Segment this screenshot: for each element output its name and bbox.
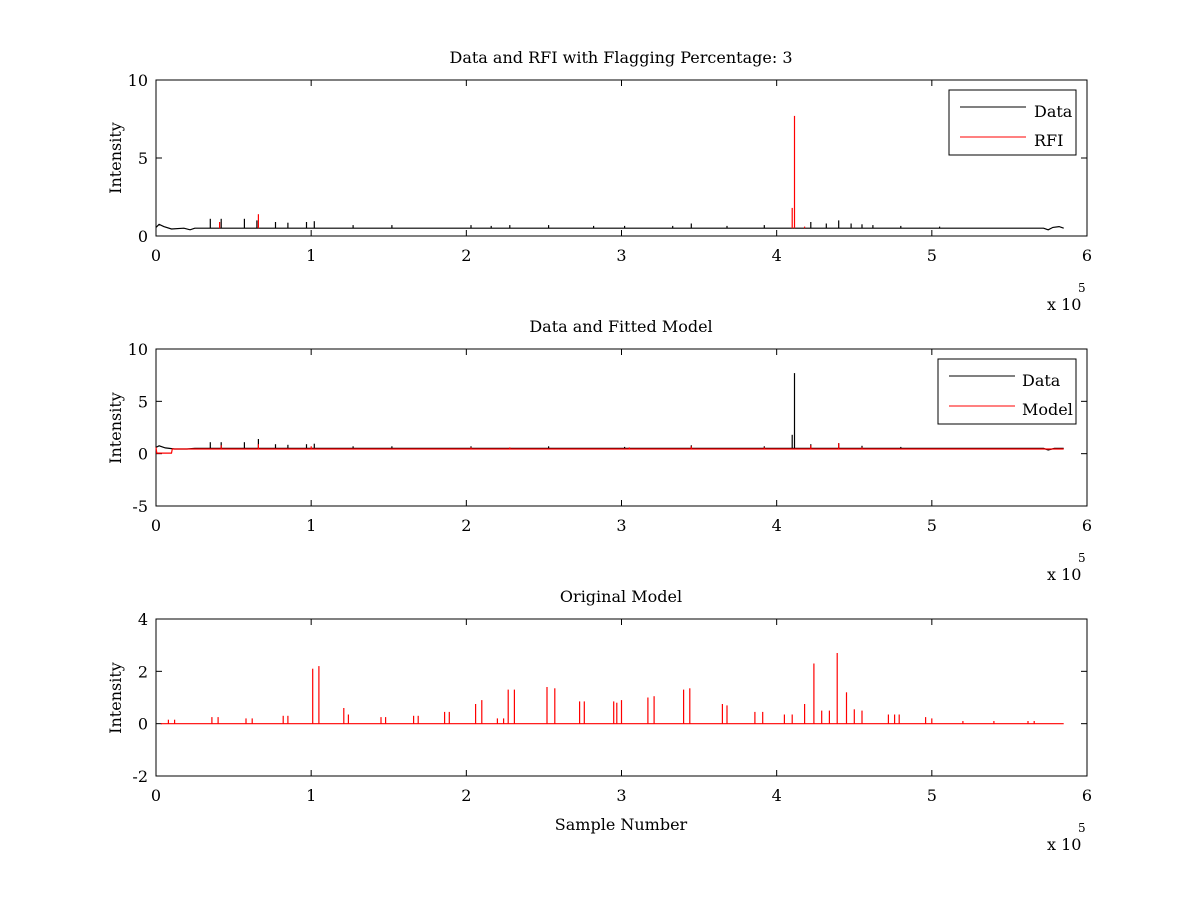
y-tick-label: -2 bbox=[132, 767, 148, 786]
x-tick-label: 1 bbox=[306, 786, 316, 805]
legend-box bbox=[948, 89, 1077, 156]
x-tick-label: 6 bbox=[1082, 246, 1092, 265]
x-tick-label: 2 bbox=[461, 246, 471, 265]
x-tick-label: 3 bbox=[616, 246, 626, 265]
x-tick-label: 5 bbox=[927, 246, 937, 265]
x-tick-label: 0 bbox=[151, 786, 161, 805]
x-multiplier: x 10 bbox=[1047, 565, 1081, 584]
x-tick-label: 2 bbox=[461, 786, 471, 805]
y-axis-label: Intensity bbox=[106, 122, 125, 194]
x-tick-label: 6 bbox=[1082, 516, 1092, 535]
x-tick-label: 4 bbox=[772, 786, 782, 805]
axes-box bbox=[155, 618, 1088, 777]
legend-label-rfi: RFI bbox=[1034, 131, 1063, 150]
series-data-line bbox=[155, 223, 1064, 231]
y-tick-label: -5 bbox=[132, 497, 148, 516]
x-multiplier: x 10 bbox=[1047, 295, 1081, 314]
x-tick-label: 4 bbox=[772, 516, 782, 535]
x-tick-label: 6 bbox=[1082, 786, 1092, 805]
y-tick-label: 2 bbox=[138, 662, 148, 681]
panel-title: Original Model bbox=[560, 587, 682, 606]
x-tick-label: 0 bbox=[151, 516, 161, 535]
y-axis-label: Intensity bbox=[106, 662, 125, 734]
series-model-line bbox=[155, 447, 1064, 454]
y-tick-label: 0 bbox=[138, 715, 148, 734]
legend-box bbox=[937, 358, 1077, 425]
legend-label-data: Data bbox=[1022, 371, 1061, 390]
legend-label-model: Model bbox=[1022, 400, 1073, 419]
y-tick-label: 5 bbox=[138, 392, 148, 411]
y-axis-label: Intensity bbox=[106, 392, 125, 464]
legend: Data RFI bbox=[948, 89, 1077, 156]
legend-label-data: Data bbox=[1034, 102, 1073, 121]
axes-box bbox=[155, 79, 1088, 237]
plot-area: 0 1 2 3 4 5 6 0 5 10 bbox=[128, 71, 1092, 265]
y-tick-label: 4 bbox=[138, 610, 148, 629]
y-tick-label: 10 bbox=[128, 340, 148, 359]
x-tick-label: 1 bbox=[306, 246, 316, 265]
x-tick-label: 5 bbox=[927, 516, 937, 535]
x-tick-label: 0 bbox=[151, 246, 161, 265]
x-tick-label: 2 bbox=[461, 516, 471, 535]
y-tick-label: 0 bbox=[138, 445, 148, 464]
fitted-model-panel: Data and Fitted Model Intensity 0 1 2 3 4 5 6 -… bbox=[106, 317, 1092, 584]
panel-title: Data and RFI with Flagging Percentage: 3 bbox=[449, 48, 792, 67]
y-tick-label: 10 bbox=[128, 71, 148, 90]
x-multiplier: x 10 bbox=[1047, 835, 1081, 854]
x-tick-label: 4 bbox=[772, 246, 782, 265]
x-tick-label: 3 bbox=[616, 516, 626, 535]
x-multiplier-exponent: 5 bbox=[1078, 821, 1086, 835]
x-tick-label: 5 bbox=[927, 786, 937, 805]
x-axis-label: Sample Number bbox=[555, 815, 688, 834]
x-tick-label: 1 bbox=[306, 516, 316, 535]
x-tick-label: 3 bbox=[616, 786, 626, 805]
y-tick-label: 5 bbox=[138, 149, 148, 168]
rfi-flagging-panel: Data and RFI with Flagging Percentage: 3… bbox=[106, 48, 1092, 314]
legend: Data Model bbox=[937, 358, 1077, 425]
x-multiplier-exponent: 5 bbox=[1078, 551, 1086, 565]
y-tick-label: 0 bbox=[138, 227, 148, 246]
x-multiplier-exponent: 5 bbox=[1078, 281, 1086, 295]
panel-title: Data and Fitted Model bbox=[529, 317, 712, 336]
